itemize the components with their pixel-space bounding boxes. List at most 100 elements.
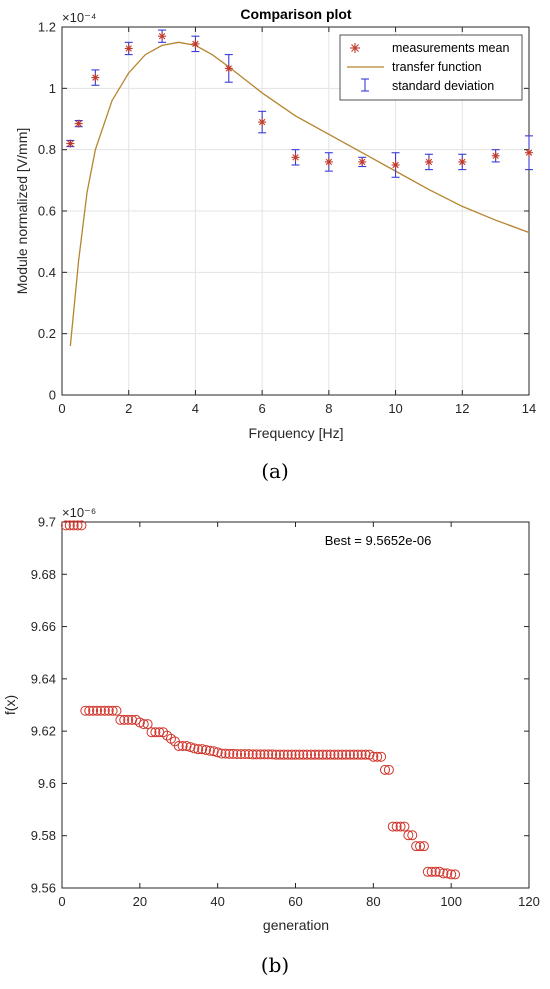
fx-point bbox=[224, 748, 235, 759]
chart-a-title: Comparison plot bbox=[240, 6, 352, 22]
asterisk-stroke bbox=[492, 152, 499, 159]
fx-point bbox=[274, 749, 285, 760]
fx-point bbox=[356, 749, 367, 760]
fx-point bbox=[407, 830, 418, 841]
x-tick-label: 0 bbox=[58, 894, 65, 909]
transfer-function-line bbox=[69, 41, 530, 346]
x-tick-label: 12 bbox=[455, 401, 469, 416]
fx-point bbox=[177, 741, 188, 752]
plot-area-b bbox=[61, 521, 530, 889]
fx-point bbox=[216, 748, 227, 759]
fx-point bbox=[200, 744, 211, 755]
y-tick-label: 9.62 bbox=[31, 724, 56, 739]
fx-point bbox=[267, 749, 278, 760]
x-tick-label: 20 bbox=[133, 894, 147, 909]
chart-a: 0 2 4 6 8 10 12 14 0 0.2 0.4 0.6 0.8 1 1.2 Comparison… bbox=[14, 6, 536, 483]
x-tick-labels-a: 0 2 4 6 8 10 12 14 bbox=[58, 401, 536, 416]
fx-point bbox=[446, 869, 457, 880]
y-exponent-b: ×10⁻⁶ bbox=[62, 505, 96, 520]
fx-point bbox=[189, 743, 200, 754]
y-tick-label: 9.6 bbox=[38, 776, 56, 791]
x-axis-label-a: Frequency [Hz] bbox=[249, 425, 344, 441]
x-tick-label: 6 bbox=[259, 401, 266, 416]
best-annotation: Best = 9.5652e-06 bbox=[325, 533, 432, 548]
x-tick-label: 120 bbox=[518, 894, 540, 909]
chart-b: 0 20 40 60 80 100 120 9.569.589.69.629.649.669… bbox=[2, 505, 540, 977]
fx-point bbox=[391, 821, 402, 832]
mean-point bbox=[525, 148, 533, 157]
legend-label-standard-deviation: standard deviation bbox=[392, 79, 494, 93]
fx-point bbox=[333, 749, 344, 760]
mean-point bbox=[158, 32, 167, 41]
fx-point bbox=[127, 714, 138, 725]
y-tick-label: 9.66 bbox=[31, 619, 56, 634]
fx-point bbox=[430, 866, 441, 877]
fx-point bbox=[294, 749, 305, 760]
fx-point bbox=[321, 749, 332, 760]
mean-point bbox=[291, 153, 300, 162]
fx-point bbox=[263, 749, 274, 760]
fx-point bbox=[111, 705, 122, 716]
y-tick-label: 1.2 bbox=[38, 20, 56, 35]
asterisk-stroke bbox=[67, 140, 74, 147]
mean-point bbox=[458, 157, 467, 166]
fx-point bbox=[236, 749, 247, 760]
fx-point bbox=[212, 747, 223, 758]
fx-point bbox=[325, 749, 336, 760]
x-tick-label: 14 bbox=[522, 401, 536, 416]
fx-point bbox=[403, 830, 414, 841]
asterisk-stroke bbox=[525, 149, 533, 156]
fx-point bbox=[204, 745, 215, 756]
fx-point bbox=[380, 764, 391, 775]
y-tick-label: 9.64 bbox=[31, 671, 56, 686]
fx-point bbox=[60, 520, 71, 531]
fx-point bbox=[306, 749, 317, 760]
fx-point bbox=[228, 748, 239, 759]
fx-point bbox=[309, 749, 320, 760]
fx-point bbox=[185, 742, 196, 753]
fx-point bbox=[290, 749, 301, 760]
mean-point bbox=[224, 64, 233, 73]
mean-point bbox=[324, 157, 333, 166]
fx-point bbox=[84, 705, 95, 716]
mean-point bbox=[491, 151, 500, 160]
y-tick-label: 9.56 bbox=[31, 881, 56, 896]
y-tick-label: 0 bbox=[49, 388, 56, 403]
fx-point bbox=[282, 749, 293, 760]
x-tick-label: 0 bbox=[58, 401, 65, 416]
legend-errorbar-icon bbox=[361, 78, 369, 92]
asterisk-stroke bbox=[75, 120, 82, 127]
series-measurements-mean bbox=[66, 32, 533, 169]
mean-point bbox=[66, 139, 75, 148]
fx-point bbox=[360, 749, 371, 760]
fx-point bbox=[103, 705, 114, 716]
asterisk-stroke bbox=[192, 40, 199, 48]
fx-point bbox=[80, 705, 91, 716]
fx-point bbox=[387, 821, 398, 832]
y-tick-label: 0.8 bbox=[38, 142, 56, 157]
y-tick-label: 9.7 bbox=[38, 515, 56, 530]
y-axis-label-b: f(x) bbox=[2, 695, 18, 715]
asterisk-stroke bbox=[225, 65, 232, 72]
legend-a: measurements mean transfer function stan… bbox=[339, 34, 523, 101]
asterisk-stroke bbox=[292, 154, 299, 161]
fx-point bbox=[352, 749, 363, 760]
fx-point bbox=[197, 744, 208, 755]
fx-point bbox=[286, 749, 297, 760]
asterisk-stroke bbox=[92, 74, 99, 81]
fx-point bbox=[317, 749, 328, 760]
mean-point bbox=[74, 119, 83, 128]
y-axis-label-a: Module normalized [V/mm] bbox=[14, 128, 30, 295]
fx-point bbox=[399, 821, 410, 832]
x-tick-label: 8 bbox=[325, 401, 332, 416]
fx-point bbox=[239, 749, 250, 760]
asterisk-stroke bbox=[359, 158, 366, 166]
fx-point bbox=[259, 749, 270, 760]
fx-point bbox=[158, 727, 169, 738]
asterisk-stroke bbox=[392, 161, 399, 169]
mean-point bbox=[124, 44, 133, 53]
y-tick-label: 1 bbox=[49, 81, 56, 96]
caption-b: (b) bbox=[261, 953, 289, 977]
legend-label-measurements-mean: measurements mean bbox=[392, 41, 509, 55]
y-tick-label: 9.68 bbox=[31, 567, 56, 582]
